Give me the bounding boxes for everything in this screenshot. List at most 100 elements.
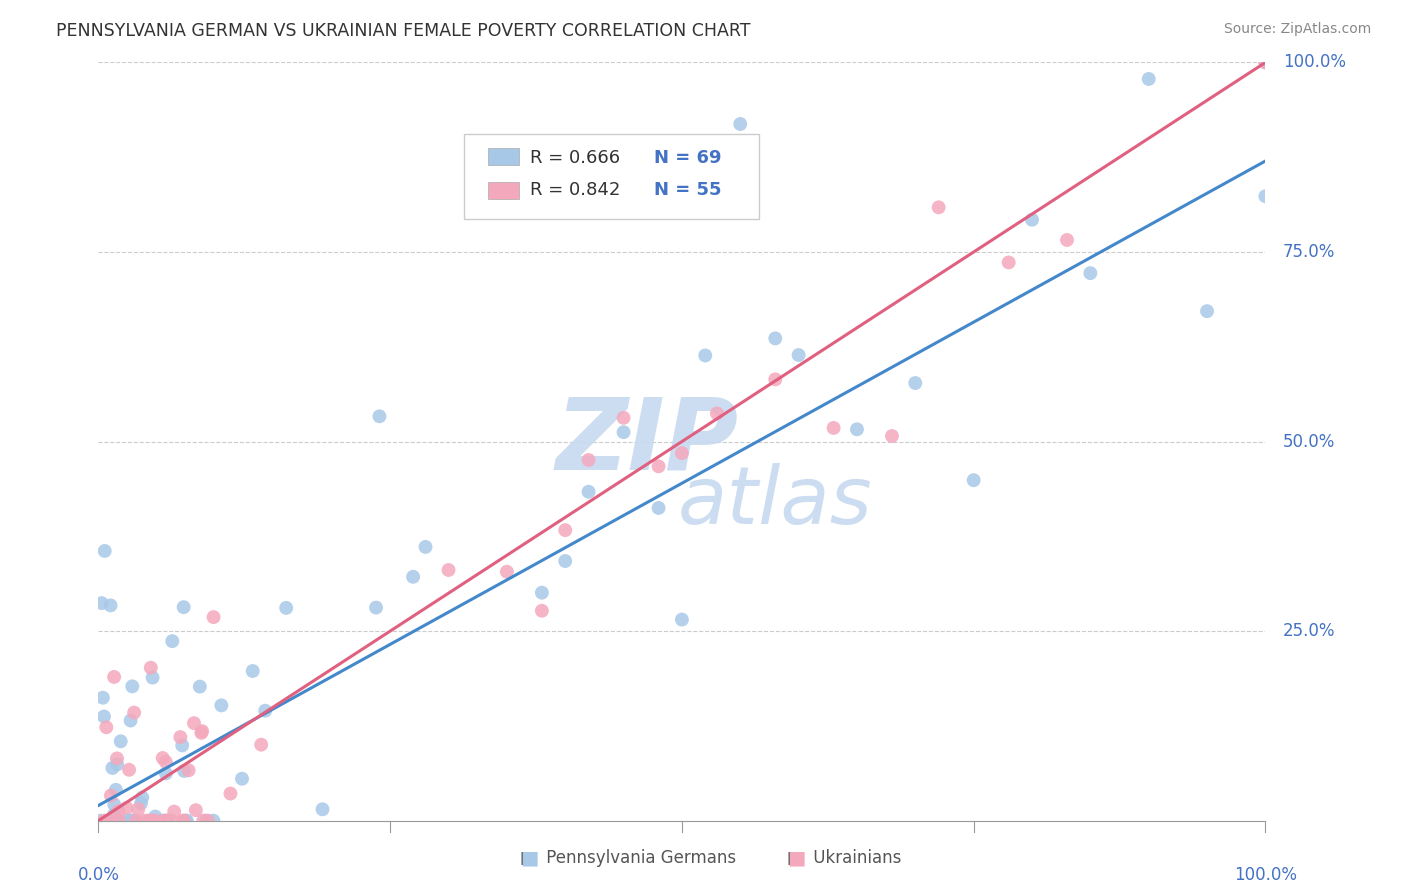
Point <box>787 348 810 362</box>
Point <box>93 544 115 558</box>
Point <box>191 724 214 739</box>
Point <box>311 802 333 816</box>
Point <box>364 600 387 615</box>
Point <box>193 814 215 828</box>
Text: R = 0.666: R = 0.666 <box>530 149 620 167</box>
Point <box>530 604 553 618</box>
Point <box>156 814 179 828</box>
Point <box>612 410 634 425</box>
Point <box>202 610 225 624</box>
Point <box>103 797 125 812</box>
Point <box>169 730 191 744</box>
Point <box>368 409 391 424</box>
Text: ■  Ukrainians: ■ Ukrainians <box>787 849 901 867</box>
Text: 75.0%: 75.0% <box>1282 243 1336 261</box>
Point <box>846 422 869 436</box>
Text: PENNSYLVANIA GERMAN VS UKRAINIAN FEMALE POVERTY CORRELATION CHART: PENNSYLVANIA GERMAN VS UKRAINIAN FEMALE … <box>56 22 751 40</box>
Point <box>90 596 112 610</box>
Point <box>138 814 160 828</box>
Point <box>172 814 194 828</box>
Point <box>120 714 142 728</box>
Point <box>250 738 273 752</box>
Point <box>104 782 127 797</box>
Point <box>142 814 165 828</box>
Point <box>105 814 128 828</box>
Point <box>177 764 200 778</box>
Point <box>904 376 927 390</box>
Point <box>121 814 143 828</box>
Text: atlas: atlas <box>678 463 873 541</box>
Point <box>121 679 143 693</box>
Point <box>997 255 1019 269</box>
Point <box>823 421 845 435</box>
Point <box>695 349 717 363</box>
Point <box>89 814 111 828</box>
Point <box>578 484 600 499</box>
Point <box>195 814 218 828</box>
Point <box>103 807 125 822</box>
Point <box>107 814 129 828</box>
Point <box>101 761 124 775</box>
Point <box>671 446 693 460</box>
Point <box>1080 266 1102 280</box>
Point <box>763 372 786 386</box>
Point <box>173 814 195 828</box>
Point <box>93 709 115 723</box>
Point <box>554 523 576 537</box>
Point <box>156 814 179 828</box>
Text: 100.0%: 100.0% <box>1282 54 1346 71</box>
Point <box>578 453 600 467</box>
Point <box>763 331 786 345</box>
Point <box>131 790 153 805</box>
Point <box>231 772 253 786</box>
Point <box>139 661 162 675</box>
Text: N = 69: N = 69 <box>654 149 721 167</box>
Point <box>107 804 129 818</box>
Point <box>108 814 131 828</box>
Text: ■: ■ <box>787 848 806 868</box>
Point <box>152 751 174 765</box>
Point <box>155 814 177 828</box>
Point <box>1021 212 1043 227</box>
Point <box>155 755 177 769</box>
Text: ZIP: ZIP <box>555 393 738 490</box>
Point <box>1197 304 1219 318</box>
Point <box>122 706 145 720</box>
Point <box>143 814 166 828</box>
Text: 25.0%: 25.0% <box>1282 622 1336 640</box>
Text: R = 0.842: R = 0.842 <box>530 181 620 199</box>
Point <box>176 814 198 828</box>
Point <box>276 600 298 615</box>
Point <box>1137 72 1160 87</box>
Point <box>142 671 165 685</box>
Point <box>162 634 184 648</box>
Point <box>612 425 634 440</box>
Point <box>190 726 212 740</box>
Point <box>188 680 211 694</box>
Point <box>1254 55 1277 70</box>
Point <box>209 698 232 713</box>
Point <box>554 554 576 568</box>
Point <box>163 805 186 819</box>
Point <box>173 600 195 615</box>
Point <box>120 814 142 828</box>
Point <box>880 429 903 443</box>
Point <box>115 814 138 828</box>
Point <box>242 664 264 678</box>
Text: 0.0%: 0.0% <box>77 866 120 884</box>
Point <box>115 801 138 815</box>
Point <box>103 670 125 684</box>
Text: ■  Pennsylvania Germans: ■ Pennsylvania Germans <box>520 849 737 867</box>
Point <box>254 704 277 718</box>
Point <box>100 599 122 613</box>
Point <box>118 763 141 777</box>
Point <box>647 500 669 515</box>
Point <box>183 716 205 731</box>
Point <box>129 797 152 811</box>
Point <box>1056 233 1078 247</box>
Point <box>173 764 195 778</box>
Point <box>184 803 207 817</box>
Point <box>928 200 950 214</box>
Point <box>202 814 225 828</box>
Text: Source: ZipAtlas.com: Source: ZipAtlas.com <box>1223 22 1371 37</box>
